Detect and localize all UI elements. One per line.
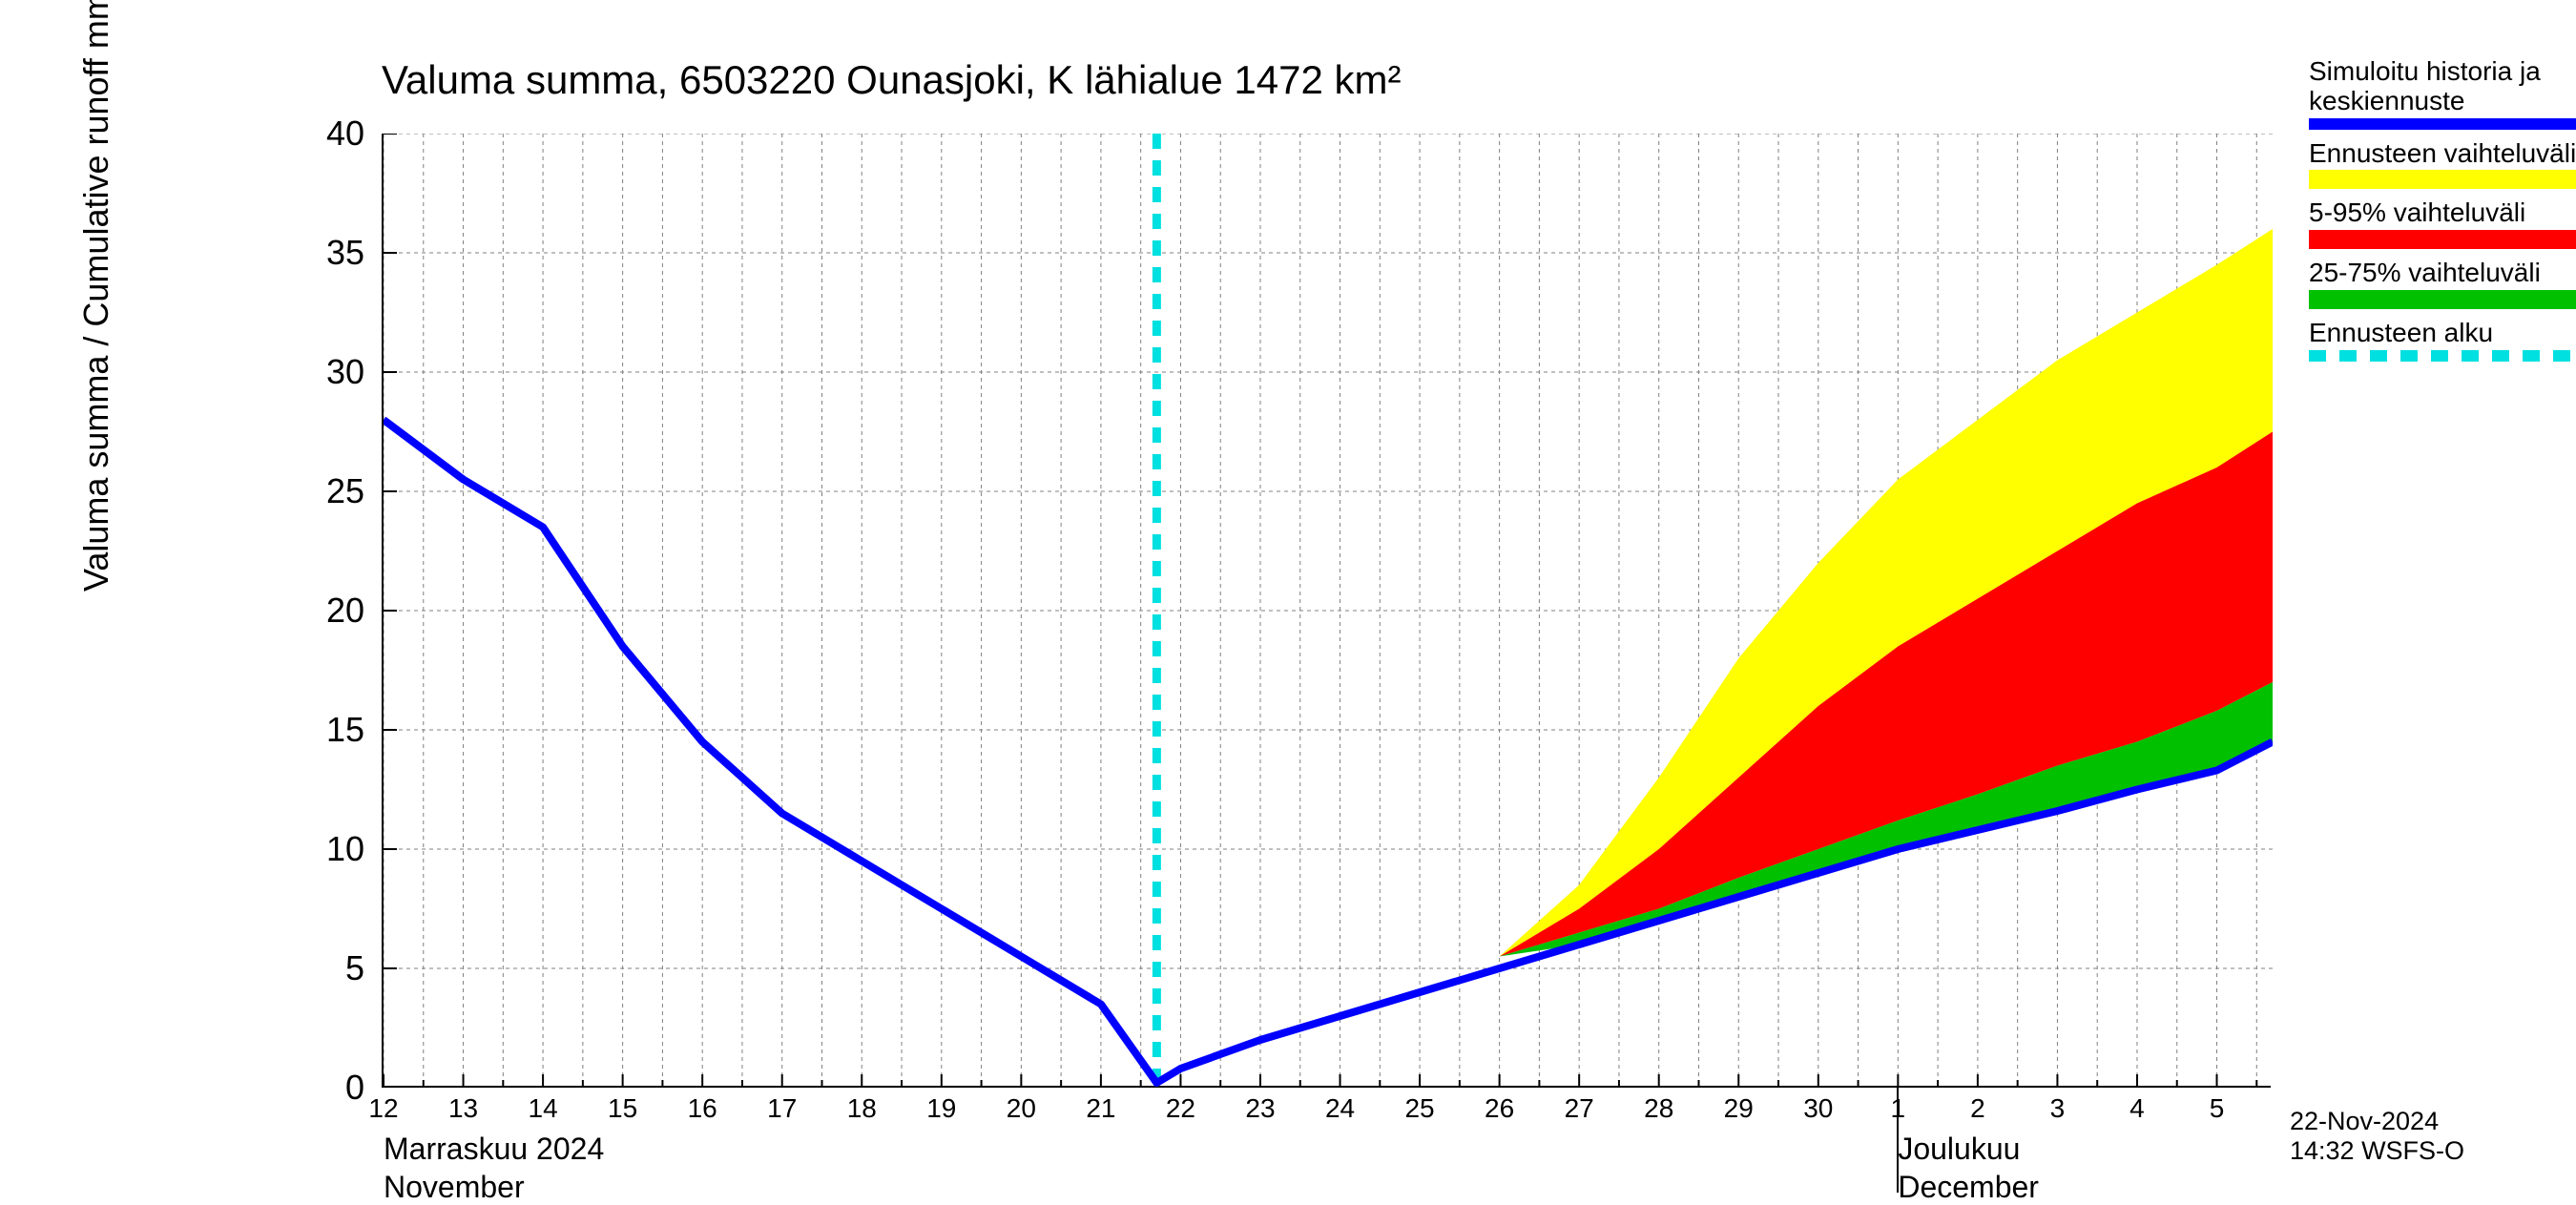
x-tick-label: 21 bbox=[1086, 1093, 1115, 1124]
x-tick-label: 23 bbox=[1245, 1093, 1275, 1124]
x-tick-label: 17 bbox=[767, 1093, 797, 1124]
y-tick-label: 40 bbox=[326, 114, 364, 154]
legend-swatch bbox=[2309, 230, 2576, 249]
x-tick-label: 24 bbox=[1325, 1093, 1355, 1124]
x-tick-label: 19 bbox=[926, 1093, 956, 1124]
x-tick-label: 2 bbox=[1970, 1093, 1985, 1124]
legend-label: 25-75% vaihteluväli bbox=[2309, 259, 2576, 288]
y-axis-label: Valuma summa / Cumulative runoff mm bbox=[76, 0, 116, 592]
legend: Simuloitu historia ja keskiennuste Ennust… bbox=[2309, 57, 2576, 371]
x-tick-label: 5 bbox=[2210, 1093, 2225, 1124]
legend-swatch bbox=[2309, 170, 2576, 189]
chart-container: Valuma summa / Cumulative runoff mm Valu… bbox=[57, 19, 2500, 1126]
x-tick-label: 22 bbox=[1166, 1093, 1195, 1124]
x-tick-label: 18 bbox=[847, 1093, 877, 1124]
month-label-fi: Joulukuu bbox=[1898, 1132, 2020, 1167]
legend-swatch bbox=[2309, 350, 2576, 362]
x-tick-label: 3 bbox=[2050, 1093, 2066, 1124]
x-tick-label: 15 bbox=[608, 1093, 637, 1124]
legend-swatch bbox=[2309, 118, 2576, 130]
legend-label: Ennusteen vaihteluväli bbox=[2309, 139, 2576, 169]
y-tick-label: 10 bbox=[326, 829, 364, 869]
y-tick-label: 5 bbox=[345, 948, 364, 988]
y-tick-label: 35 bbox=[326, 233, 364, 273]
legend-item: Ennusteen vaihteluväli bbox=[2309, 139, 2576, 190]
x-tick-label: 13 bbox=[448, 1093, 478, 1124]
legend-item: 5-95% vaihteluväli bbox=[2309, 198, 2576, 249]
month-label-en: December bbox=[1898, 1170, 2039, 1205]
legend-swatch bbox=[2309, 290, 2576, 309]
y-tick-label: 0 bbox=[345, 1068, 364, 1108]
x-tick-label: 20 bbox=[1007, 1093, 1036, 1124]
x-tick-label: 26 bbox=[1485, 1093, 1514, 1124]
legend-item: Ennusteen alku bbox=[2309, 319, 2576, 362]
legend-item: 25-75% vaihteluväli bbox=[2309, 259, 2576, 309]
legend-item: Simuloitu historia ja keskiennuste bbox=[2309, 57, 2576, 130]
x-tick-label: 30 bbox=[1803, 1093, 1833, 1124]
chart-title: Valuma summa, 6503220 Ounasjoki, K lähia… bbox=[382, 57, 1401, 103]
x-tick-label: 29 bbox=[1724, 1093, 1754, 1124]
x-tick-label: 16 bbox=[688, 1093, 717, 1124]
x-tick-label: 28 bbox=[1644, 1093, 1673, 1124]
month-divider bbox=[1897, 1088, 1899, 1193]
x-tick-label: 14 bbox=[529, 1093, 558, 1124]
month-label-en: November bbox=[384, 1170, 525, 1205]
plot-svg bbox=[384, 134, 2273, 1088]
month-label-fi: Marraskuu 2024 bbox=[384, 1132, 604, 1167]
y-tick-label: 20 bbox=[326, 591, 364, 631]
y-tick-label: 25 bbox=[326, 471, 364, 511]
x-tick-label: 27 bbox=[1565, 1093, 1594, 1124]
x-tick-label: 4 bbox=[2129, 1093, 2145, 1124]
legend-label: 5-95% vaihteluväli bbox=[2309, 198, 2576, 228]
legend-label: Simuloitu historia ja keskiennuste bbox=[2309, 57, 2576, 116]
y-tick-label: 30 bbox=[326, 352, 364, 392]
plot-area: 0510152025303540121314151617181920212223… bbox=[382, 134, 2271, 1088]
timestamp-label: 22-Nov-2024 14:32 WSFS-O bbox=[2290, 1107, 2500, 1166]
y-tick-label: 15 bbox=[326, 710, 364, 750]
x-tick-label: 25 bbox=[1404, 1093, 1434, 1124]
x-tick-label: 12 bbox=[368, 1093, 398, 1124]
legend-label: Ennusteen alku bbox=[2309, 319, 2576, 348]
